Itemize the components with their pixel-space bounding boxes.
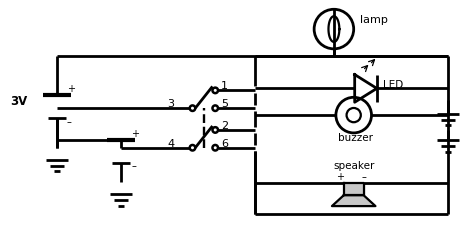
Circle shape <box>212 128 218 133</box>
Text: 3V: 3V <box>10 94 28 107</box>
Text: –: – <box>67 116 72 126</box>
Circle shape <box>212 106 218 112</box>
Text: –: – <box>362 172 366 182</box>
Polygon shape <box>332 196 375 206</box>
Text: lamp: lamp <box>360 15 388 25</box>
Text: +: + <box>336 172 344 182</box>
Text: 5: 5 <box>221 99 228 109</box>
Text: 1: 1 <box>221 81 228 91</box>
Circle shape <box>212 88 218 94</box>
Text: –: – <box>131 161 136 171</box>
Polygon shape <box>344 184 364 196</box>
Text: 6: 6 <box>221 138 228 148</box>
Circle shape <box>190 146 195 151</box>
Text: 2: 2 <box>221 120 228 130</box>
Text: speaker: speaker <box>333 160 374 170</box>
Text: +: + <box>131 128 139 138</box>
Text: 4: 4 <box>167 138 174 148</box>
Text: 3: 3 <box>167 99 174 109</box>
Circle shape <box>212 146 218 151</box>
Text: buzzer: buzzer <box>338 132 373 142</box>
Text: LED: LED <box>383 80 403 90</box>
Text: +: + <box>67 84 75 94</box>
Circle shape <box>190 106 195 112</box>
